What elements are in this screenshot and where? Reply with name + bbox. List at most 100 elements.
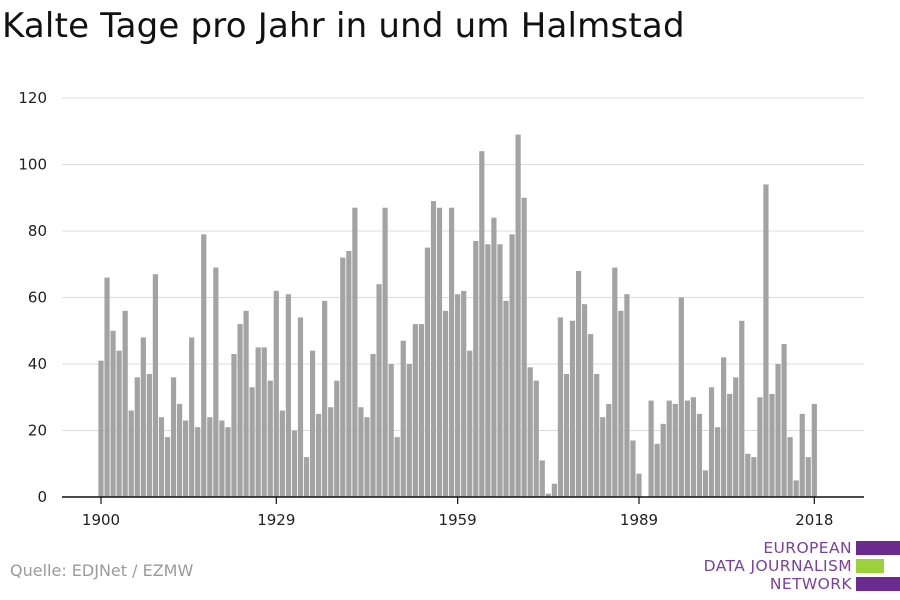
bar-1909 (152, 274, 159, 497)
bar-1974 (545, 493, 551, 497)
bar-1959 (455, 294, 461, 497)
bar-1925 (249, 387, 255, 497)
bar-1983 (600, 417, 606, 497)
x-tick-label: 2018 (795, 511, 833, 529)
bar-1938 (328, 407, 334, 497)
bar-2003 (721, 357, 727, 497)
bar-1973 (539, 460, 545, 497)
bar-2017 (805, 457, 811, 497)
bar-1952 (412, 324, 418, 497)
bar-1950 (400, 340, 406, 497)
bar-2006 (739, 320, 745, 497)
bar-1945 (370, 354, 376, 497)
bar-1977 (563, 373, 570, 497)
bar-2002 (714, 427, 721, 497)
bar-1993 (660, 423, 666, 497)
bar-1931 (285, 294, 291, 497)
logo-bar-bottom (856, 577, 900, 591)
bar-2015 (793, 480, 799, 498)
bar-2016 (799, 413, 805, 498)
bar-1927 (261, 347, 267, 498)
bar-1940 (340, 257, 346, 497)
bar-1908 (146, 373, 152, 497)
bar-1963 (479, 151, 485, 497)
bar-1918 (207, 417, 213, 497)
bar-1941 (346, 250, 352, 497)
bar-1916 (195, 427, 201, 497)
bar-1958 (449, 207, 455, 498)
bar-1917 (201, 234, 207, 497)
bar-1951 (406, 364, 412, 497)
logo-line-1: EUROPEAN (763, 539, 852, 557)
source-note: Quelle: EDJNet / EZMW (10, 561, 194, 580)
logo-bars-icon (856, 539, 900, 595)
bar-1929 (273, 290, 279, 497)
y-axis-ticks: 0 20 40 60 80 100 120 (18, 89, 47, 506)
bar-1939 (334, 380, 340, 498)
bars (98, 134, 817, 498)
bar-1991 (648, 400, 654, 497)
bar-1957 (442, 310, 449, 497)
bar-1979 (575, 270, 582, 497)
logo-line-3: NETWORK (769, 575, 852, 593)
bar-1995 (672, 403, 678, 497)
bar-1930 (279, 410, 285, 497)
bar-1907 (140, 337, 146, 497)
bar-1932 (291, 430, 298, 497)
bar-2012 (775, 364, 781, 497)
bar-1905 (128, 410, 134, 497)
bar-1976 (557, 317, 564, 497)
bar-1911 (164, 437, 171, 497)
bar-2011 (769, 393, 775, 497)
y-tick-label: 20 (28, 422, 47, 440)
bar-1961 (467, 350, 473, 497)
bar-1956 (436, 207, 443, 498)
bar-1921 (225, 427, 231, 497)
bar-2018 (811, 403, 817, 497)
x-axis-ticks: 1900 1929 1959 1989 2018 (82, 497, 833, 529)
bar-1922 (231, 354, 237, 497)
logo-line-2: DATA JOURNALISM (703, 557, 852, 575)
bar-1949 (394, 437, 400, 497)
bar-2009 (757, 397, 763, 497)
bar-1943 (358, 407, 364, 497)
bar-1964 (485, 244, 491, 497)
bar-1923 (237, 324, 243, 497)
bar-1967 (503, 300, 509, 497)
bar-1998 (690, 397, 697, 497)
bar-1954 (424, 247, 431, 498)
bar-1903 (116, 350, 122, 497)
y-tick-label: 120 (18, 89, 47, 107)
bar-1960 (461, 290, 467, 497)
bar-1988 (630, 440, 636, 497)
bar-1946 (376, 284, 382, 497)
bar-1926 (255, 347, 261, 498)
bar-1914 (183, 420, 189, 497)
bar-1937 (322, 300, 328, 497)
logo-bar-top (856, 541, 900, 555)
chart-title: Kalte Tage pro Jahr in und um Halmstad (2, 6, 685, 46)
bar-1968 (509, 234, 515, 497)
bar-1970 (521, 197, 527, 497)
bar-1936 (316, 413, 322, 498)
bar-1962 (473, 240, 479, 497)
bar-1971 (527, 367, 533, 497)
bar-2014 (787, 437, 793, 497)
bar-1912 (170, 377, 177, 497)
bar-1920 (219, 420, 225, 497)
bar-1985 (612, 267, 618, 497)
bar-2005 (733, 377, 739, 497)
bar-1915 (189, 337, 195, 497)
bar-1904 (122, 310, 128, 497)
bar-1934 (303, 457, 310, 497)
edjnet-logo: EUROPEAN DATA JOURNALISM NETWORK (700, 539, 900, 595)
bar-1981 (588, 334, 594, 497)
bar-1942 (352, 207, 358, 498)
bar-2000 (702, 470, 709, 497)
bar-1953 (418, 324, 424, 497)
bar-2007 (745, 453, 751, 497)
bar-1980 (582, 304, 588, 497)
bar-1928 (267, 380, 273, 498)
bar-1999 (696, 413, 703, 498)
bar-1919 (213, 267, 219, 497)
